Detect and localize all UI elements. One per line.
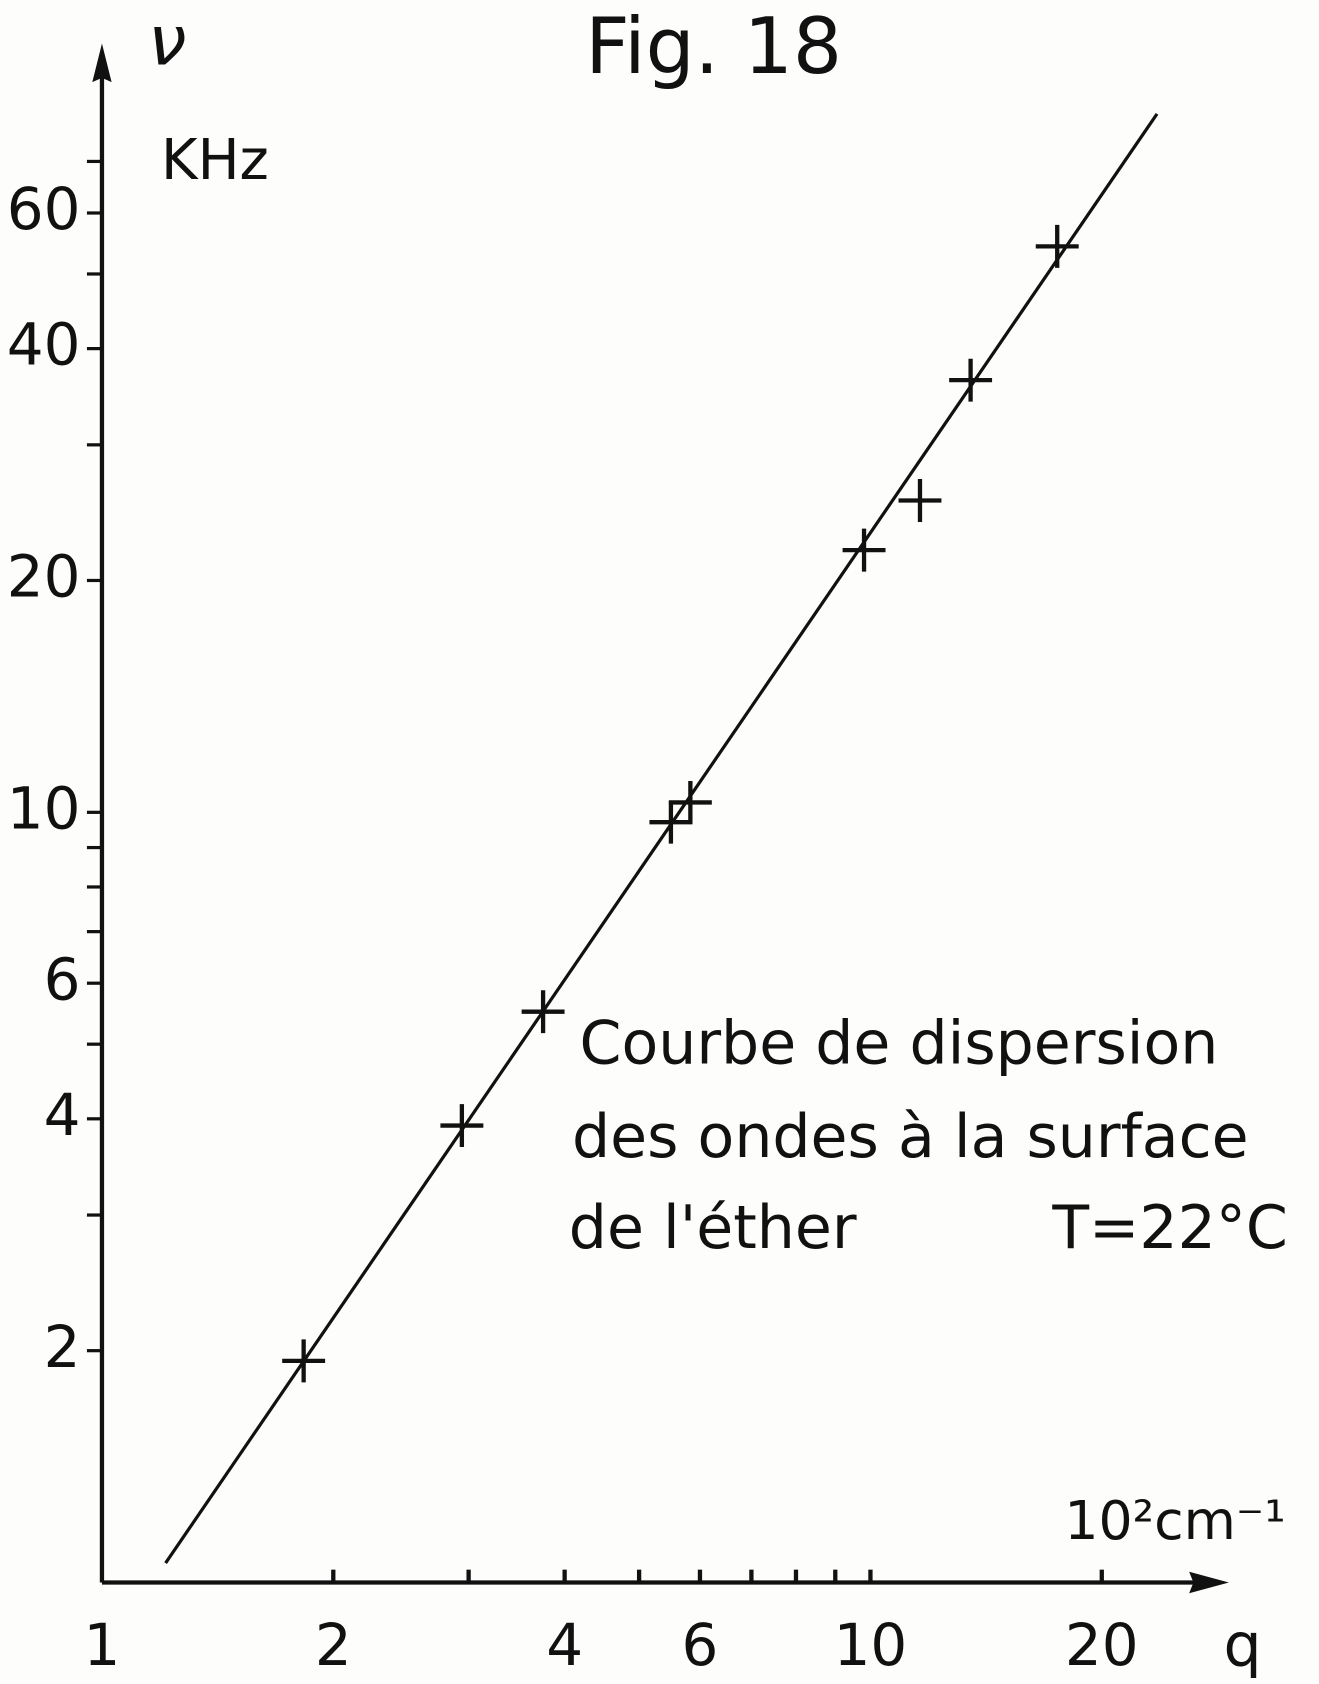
x-tick-label: 6 xyxy=(682,1611,719,1679)
annotation: de l'éther xyxy=(569,1193,857,1263)
y-tick-label: 60 xyxy=(7,175,81,243)
y-tick-label: 20 xyxy=(7,543,81,611)
x-tick-label: 1 xyxy=(84,1611,121,1679)
x-tick-label: 4 xyxy=(546,1611,583,1679)
y-tick-label: 40 xyxy=(7,311,81,379)
x-tick-label: 2 xyxy=(315,1611,352,1679)
y-symbol: ν xyxy=(148,2,186,82)
y-tick-label: 6 xyxy=(44,945,81,1013)
x-arrow xyxy=(1189,1571,1229,1594)
x-axis-label: q xyxy=(1223,1611,1261,1681)
x-tick-label: 20 xyxy=(1065,1611,1139,1679)
data-point xyxy=(668,780,712,824)
data-point xyxy=(842,528,886,572)
data-point xyxy=(898,479,942,522)
y-axis-label: KHz xyxy=(161,128,269,193)
y-tick-label: 2 xyxy=(44,1313,81,1381)
y-tick-label: 4 xyxy=(44,1081,81,1149)
y-tick-label: 10 xyxy=(7,774,81,842)
data-point xyxy=(440,1104,484,1148)
y-arrow xyxy=(92,43,112,83)
x-unit: 10²cm⁻¹ xyxy=(1064,1489,1285,1552)
annotation: des ondes à la surface xyxy=(572,1102,1249,1172)
data-point xyxy=(949,358,993,402)
chart-title: Fig. 18 xyxy=(585,2,842,92)
fit-line xyxy=(164,112,1159,1564)
x-tick-label: 10 xyxy=(834,1611,908,1679)
annotation: T=22°C xyxy=(1051,1193,1288,1263)
annotation: Courbe de dispersion xyxy=(580,1009,1219,1079)
